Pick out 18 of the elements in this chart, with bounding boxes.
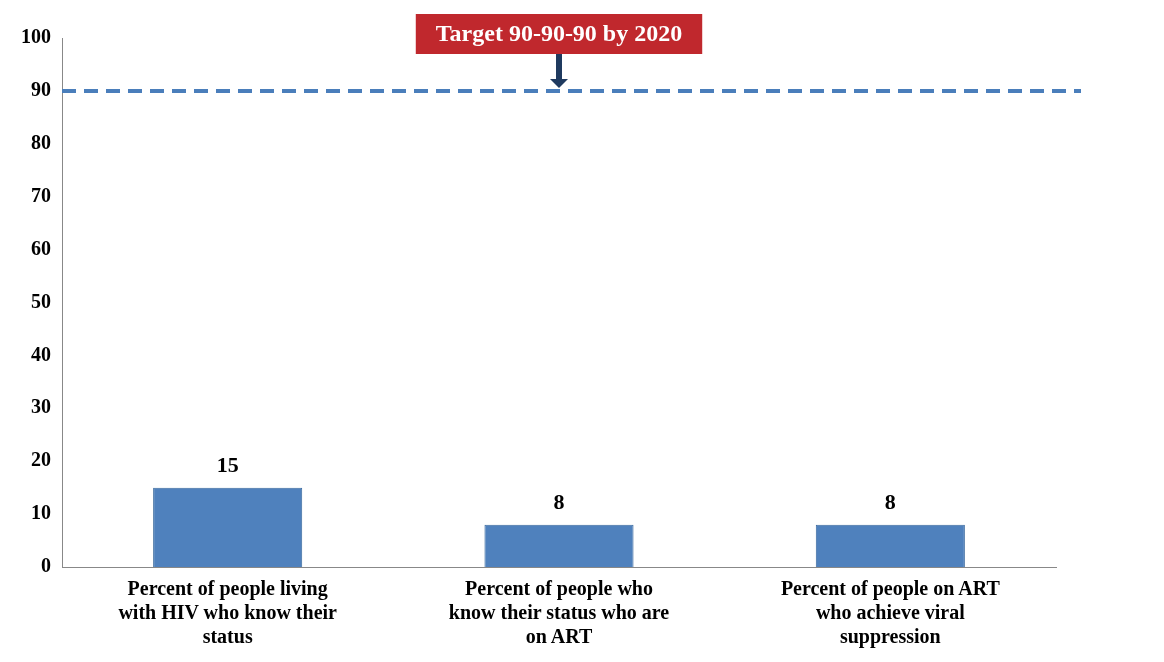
y-tick-label: 50 [31, 289, 51, 312]
y-tick-label: 100 [21, 25, 51, 48]
y-tick-label: 90 [31, 78, 51, 101]
y-tick-label: 0 [41, 554, 51, 577]
data-label: 8 [884, 489, 896, 515]
y-tick-label: 20 [31, 448, 51, 471]
y-tick-label: 80 [31, 130, 51, 153]
x-tick-label: Percent of people on ART who achieve viral suppression [780, 577, 1001, 649]
y-tick-label: 70 [31, 183, 51, 206]
x-tick-label: Percent of people living with HIV who know their status [118, 577, 338, 648]
y-tick-label: 40 [31, 342, 51, 365]
data-label: 8 [553, 489, 565, 515]
y-tick-label: 30 [31, 395, 51, 418]
data-label: 15 [216, 452, 239, 478]
ref-line-label: Target 90-90-90 by 2020 [435, 20, 683, 47]
y-tick-label: 10 [31, 501, 51, 524]
x-tick-label: Percent of people who know their status who are on ART [448, 577, 670, 648]
y-tick-label: 60 [31, 236, 51, 259]
